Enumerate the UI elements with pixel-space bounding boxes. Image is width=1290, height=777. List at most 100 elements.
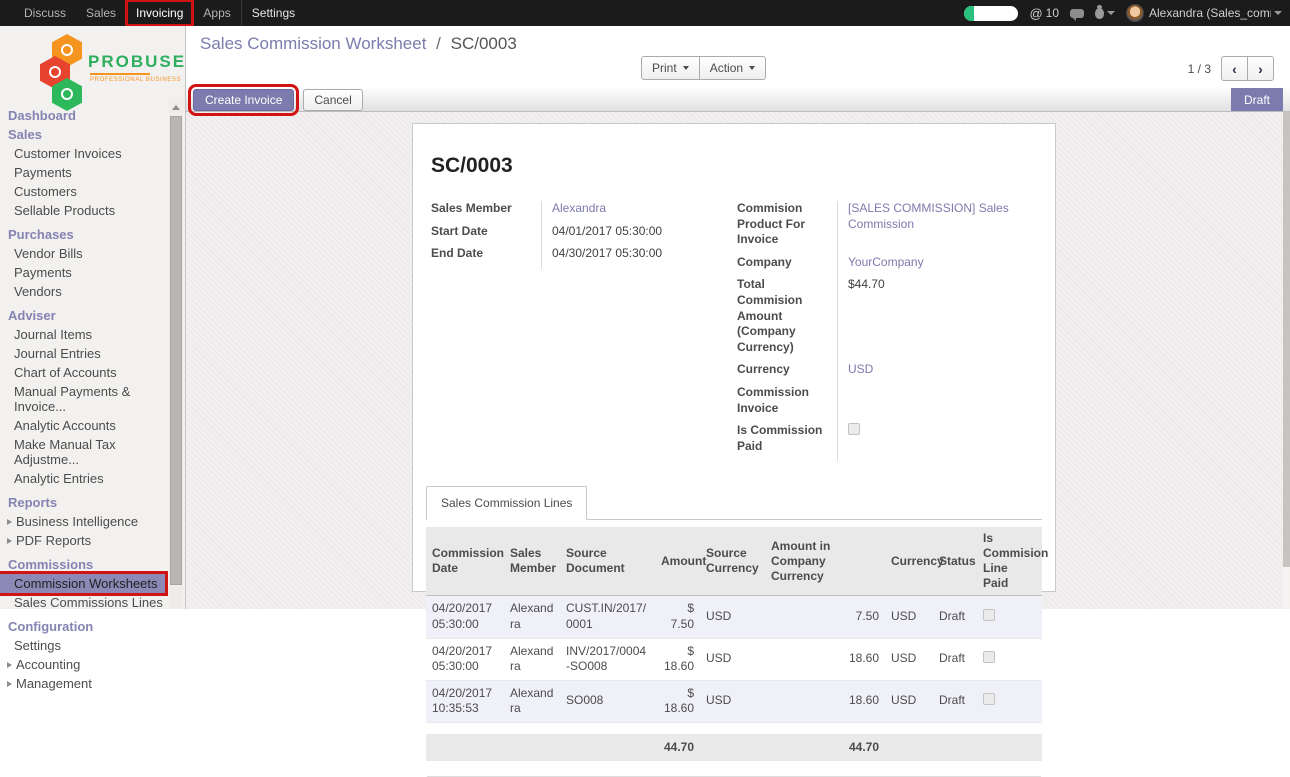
field-value-sales-member[interactable]: Alexandra <box>541 201 713 224</box>
table-row[interactable]: 04/20/2017 05:30:00AlexandraCUST.IN/2017… <box>426 596 1042 638</box>
sidebar-item-make-manual-tax-adjustme[interactable]: Make Manual Tax Adjustme... <box>0 435 165 469</box>
sidebar-item-analytic-entries[interactable]: Analytic Entries <box>0 469 165 488</box>
sidebar-item-customers[interactable]: Customers <box>0 182 165 201</box>
field-value-commision-product-for-invoice[interactable]: [SALES COMMISSION] Sales Commission <box>837 201 1045 255</box>
scroll-up-icon[interactable] <box>172 105 180 110</box>
total-amount_company: 44.70 <box>765 734 885 761</box>
field-link[interactable]: USD <box>848 362 873 376</box>
commission-lines-table: Commission DateSales MemberSource Docume… <box>426 527 1042 761</box>
cell-paid <box>977 596 1042 638</box>
sidebar-item-analytic-accounts[interactable]: Analytic Accounts <box>0 416 165 435</box>
column-header-source-currency[interactable]: Source Currency <box>700 527 765 596</box>
column-header-status[interactable]: Status <box>933 527 977 596</box>
tab-sales-commission-lines[interactable]: Sales Commission Lines <box>426 486 587 520</box>
table-row[interactable]: 04/20/2017 05:30:00AlexandraINV/2017/000… <box>426 638 1042 680</box>
breadcrumb-parent[interactable]: Sales Commission Worksheet <box>200 34 426 53</box>
sidebar-item-sales-commissions-lines[interactable]: Sales Commissions Lines <box>0 593 165 612</box>
menu-invoicing[interactable]: Invoicing <box>126 0 193 26</box>
sidebar-item-business-intelligence[interactable]: Business Intelligence <box>0 512 165 531</box>
sidebar-item-manual-payments-invoice[interactable]: Manual Payments & Invoice... <box>0 382 165 416</box>
sidebar-item-label: Management <box>16 676 92 691</box>
checkbox-unchecked[interactable] <box>848 423 860 435</box>
sidebar-item-label: Business Intelligence <box>16 514 138 529</box>
checkbox-unchecked[interactable] <box>983 609 995 621</box>
sidebar-section-purchases[interactable]: Purchases <box>0 225 165 244</box>
sidebar-item-management[interactable]: Management <box>0 674 165 693</box>
sidebar-section-reports[interactable]: Reports <box>0 493 165 512</box>
field-value-company[interactable]: YourCompany <box>837 255 1045 278</box>
total-paid <box>977 734 1042 761</box>
column-header-amount[interactable]: Amount <box>655 527 700 596</box>
cell-source_currency: USD <box>700 596 765 638</box>
checkbox-unchecked[interactable] <box>983 651 995 663</box>
column-header-is-commision-line-paid[interactable]: Is Commision Line Paid <box>977 527 1042 596</box>
pager-next-button[interactable]: › <box>1247 56 1274 81</box>
field-link[interactable]: YourCompany <box>848 255 924 269</box>
cell-status: Draft <box>933 596 977 638</box>
sidebar-item-customer-invoices[interactable]: Customer Invoices <box>0 144 165 163</box>
field-value-total-commision-amount-company-currency: $44.70 <box>837 277 1045 362</box>
sidebar-item-journal-items[interactable]: Journal Items <box>0 325 165 344</box>
pager-counter: 1 / 3 <box>1188 62 1211 76</box>
menu-settings[interactable]: Settings <box>241 0 305 26</box>
field-link[interactable]: Alexandra <box>552 201 606 215</box>
at-icon: @ <box>1029 6 1042 21</box>
column-header-amount-in-company-currency[interactable]: Amount in Company Currency <box>765 527 885 596</box>
field-value-end-date: 04/30/2017 05:30:00 <box>541 246 713 269</box>
column-header-commission-date[interactable]: Commission Date <box>426 527 504 596</box>
sidebar-item-sellable-products[interactable]: Sellable Products <box>0 201 165 220</box>
cell-document: CUST.IN/2017/0001 <box>560 596 655 638</box>
total-document <box>560 734 655 761</box>
sidebar-section-dashboard[interactable]: Dashboard <box>0 106 165 125</box>
print-button[interactable]: Print <box>641 56 700 80</box>
sidebar-item-settings[interactable]: Settings <box>0 636 165 655</box>
sidebar-item-pdf-reports[interactable]: PDF Reports <box>0 531 165 550</box>
action-button[interactable]: Action <box>699 56 766 80</box>
sidebar-item-accounting[interactable]: Accounting <box>0 655 165 674</box>
sidebar-scrollbar[interactable] <box>169 100 183 609</box>
cell-currency: USD <box>885 638 933 680</box>
sidebar-item-vendors[interactable]: Vendors <box>0 282 165 301</box>
cancel-button[interactable]: Cancel <box>303 89 362 111</box>
field-value-is-commission-paid[interactable] <box>837 423 1045 461</box>
checkbox-unchecked[interactable] <box>983 693 995 705</box>
debug-menu[interactable] <box>1095 8 1115 19</box>
sidebar-item-chart-of-accounts[interactable]: Chart of Accounts <box>0 363 165 382</box>
create-invoice-button[interactable]: Create Invoice <box>193 89 294 111</box>
field-value-currency[interactable]: USD <box>837 362 1045 385</box>
pager-previous-button[interactable]: ‹ <box>1221 56 1248 81</box>
total-date <box>426 734 504 761</box>
sidebar-item-label: PDF Reports <box>16 533 91 548</box>
column-header-source-document[interactable]: Source Document <box>560 527 655 596</box>
sidebar-scrollbar-thumb[interactable] <box>170 116 182 585</box>
messages-button[interactable] <box>1070 9 1084 18</box>
menu-apps[interactable]: Apps <box>193 0 240 26</box>
sidebar-item-label: Payments <box>14 165 72 180</box>
spacer-cell <box>933 722 977 734</box>
logo-underline <box>90 73 150 75</box>
sidebar-section-adviser[interactable]: Adviser <box>0 306 165 325</box>
sidebar-item-payments[interactable]: Payments <box>0 163 165 182</box>
sidebar-section-configuration[interactable]: Configuration <box>0 617 165 636</box>
sidebar-item-journal-entries[interactable]: Journal Entries <box>0 344 165 363</box>
main-scrollbar[interactable] <box>1283 112 1290 609</box>
activities-counter[interactable]: @ 10 <box>1029 6 1059 21</box>
chevron-right-icon <box>7 662 12 668</box>
field-link[interactable]: [SALES COMMISSION] Sales Commission <box>848 201 1009 231</box>
main-scrollbar-thumb[interactable] <box>1283 112 1290 567</box>
column-header-currency[interactable]: Currency <box>885 527 933 596</box>
sidebar-item-commission-worksheets[interactable]: Commission Worksheets <box>0 574 165 593</box>
column-header-sales-member[interactable]: Sales Member <box>504 527 560 596</box>
table-row[interactable]: 04/20/2017 10:35:53AlexandraSO008$ 18.60… <box>426 680 1042 722</box>
user-menu[interactable]: Alexandra (Sales_comm.. <box>1126 4 1282 22</box>
spacer-cell <box>655 722 700 734</box>
sidebar-section-commissions[interactable]: Commissions <box>0 555 165 574</box>
sidebar-section-sales[interactable]: Sales <box>0 125 165 144</box>
menu-sales[interactable]: Sales <box>76 0 126 26</box>
field-text: 04/01/2017 05:30:00 <box>552 224 662 238</box>
sidebar-item-vendor-bills[interactable]: Vendor Bills <box>0 244 165 263</box>
sidebar-item-label: Sales Commissions Lines <box>14 595 163 610</box>
sidebar-item-payments[interactable]: Payments <box>0 263 165 282</box>
menu-discuss[interactable]: Discuss <box>14 0 76 26</box>
breadcrumb: Sales Commission Worksheet / SC/0003 <box>200 34 517 54</box>
